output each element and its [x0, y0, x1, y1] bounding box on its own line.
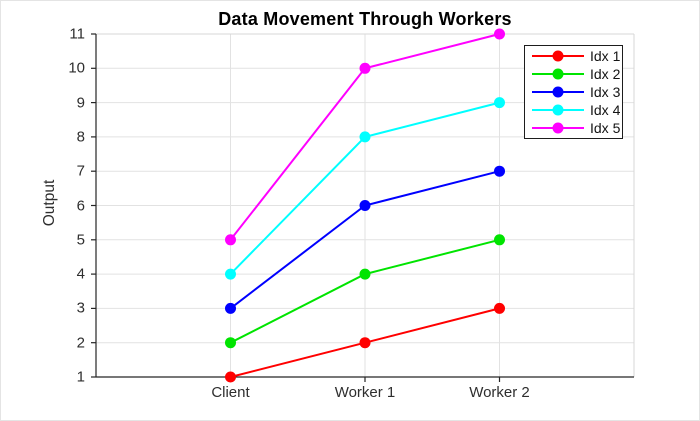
y-tick-label: 10	[68, 59, 85, 77]
x-tick-label: Worker 1	[334, 384, 396, 401]
legend-item: Idx 2	[531, 66, 622, 83]
legend-item-label: Idx 1	[590, 48, 621, 65]
data-point-marker	[494, 234, 505, 246]
data-point-marker	[225, 234, 236, 246]
data-point-marker	[359, 62, 371, 74]
data-point-marker	[359, 131, 371, 143]
data-point-marker	[359, 200, 371, 211]
data-point-marker	[494, 302, 505, 314]
y-tick-label: 5	[76, 231, 85, 249]
y-tick-label: 3	[76, 299, 85, 317]
x-tick-label: Client	[211, 384, 250, 401]
legend-line-sample	[532, 86, 584, 98]
data-point-marker	[359, 268, 371, 280]
y-tick-label: 4	[76, 265, 85, 283]
y-tick-label: 9	[76, 94, 85, 112]
y-tick-label: 2	[76, 334, 85, 352]
y-tick-label: 8	[76, 128, 85, 146]
data-point-marker	[225, 268, 236, 280]
legend-line-sample	[532, 50, 584, 62]
data-point-marker	[494, 165, 505, 177]
legend-item-label: Idx 5	[590, 119, 621, 136]
data-point-marker	[494, 97, 505, 109]
legend: Idx 1 Idx 2 Idx 3 Idx 4 Idx 5	[524, 45, 623, 139]
data-point-marker	[494, 28, 505, 40]
legend-item: Idx 1	[531, 48, 622, 65]
legend-line-sample	[532, 104, 584, 116]
data-point-marker	[225, 337, 236, 349]
legend-item-label: Idx 3	[590, 83, 621, 100]
x-tick-label: Worker 2	[469, 384, 530, 401]
legend-item: Idx 5	[531, 119, 622, 136]
legend-item-label: Idx 2	[590, 66, 621, 83]
y-tick-label: 1	[76, 368, 85, 386]
legend-line-sample	[532, 68, 584, 80]
y-tick-label: 11	[69, 25, 85, 43]
data-point-marker	[225, 302, 236, 314]
data-point-marker	[359, 337, 371, 349]
y-tick-label: 6	[76, 197, 85, 214]
data-point-marker	[225, 371, 236, 383]
legend-item: Idx 4	[531, 101, 622, 118]
y-tick-label: 7	[76, 162, 85, 180]
legend-item-label: Idx 4	[590, 101, 621, 118]
chart-title: Data Movement Through Workers	[218, 9, 512, 29]
legend-line-sample	[532, 122, 584, 134]
legend-item: Idx 3	[531, 83, 622, 100]
